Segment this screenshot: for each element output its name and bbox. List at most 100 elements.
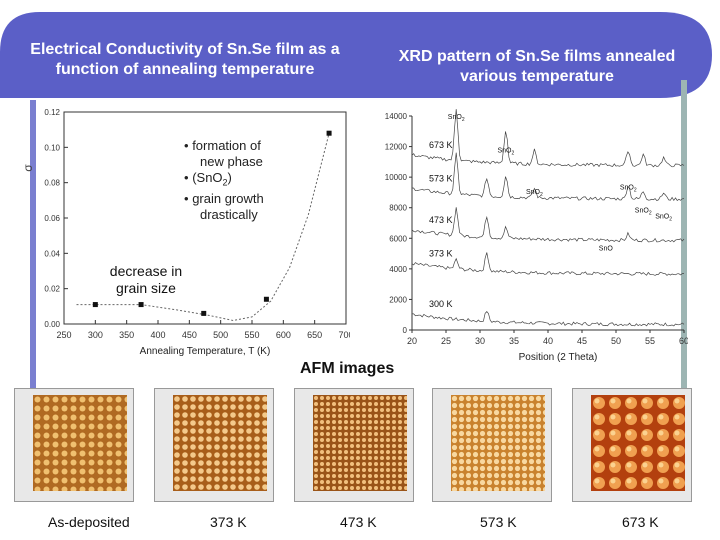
peak-label: SnO2 — [448, 114, 465, 123]
xrd-title-line2: various temperature — [460, 68, 614, 85]
xrd-trace — [411, 109, 685, 168]
y-tick-label: 10000 — [385, 173, 408, 182]
y-tick-label: 2000 — [389, 295, 407, 304]
x-tick-label: 250 — [56, 330, 71, 340]
y-tick-label: 0.08 — [44, 179, 60, 188]
x-axis-label: Position (2 Theta) — [519, 352, 598, 363]
phase-notes: • formation of new phase • (SnO2) • grai… — [184, 138, 264, 223]
grain-note-line2: grain size — [116, 280, 176, 296]
afm-image-373k — [154, 388, 274, 502]
bullet-1: • formation of — [184, 138, 264, 154]
y-tick-label: 0.12 — [44, 108, 60, 117]
peak-label: SnO — [599, 246, 614, 253]
x-tick-label: 600 — [276, 330, 291, 340]
grain-size-note: decrease in grain size — [96, 263, 196, 297]
afm-texture — [591, 395, 685, 491]
x-tick-label: 350 — [119, 330, 134, 340]
x-tick-label: 400 — [150, 330, 165, 340]
y-tick-label: 4000 — [389, 265, 407, 274]
y-tick-label: 8000 — [389, 204, 407, 213]
bullet-1-text: formation of — [192, 138, 261, 153]
bullet-2: • (SnO2) — [184, 170, 264, 191]
x-axis-label: Annealing Temperature, T (K) — [140, 346, 271, 357]
plot-frame — [63, 111, 347, 325]
y-tick-label: 0.00 — [44, 320, 60, 329]
bullet-mark-3: • — [184, 190, 189, 206]
title-banner — [0, 10, 712, 100]
afm-caption-673k: 673 K — [622, 514, 659, 530]
series-label: 300 K — [429, 299, 453, 309]
afm-caption-as-deposited: As-deposited — [48, 514, 130, 530]
y-axis-label: σ — [21, 164, 35, 172]
data-point — [326, 130, 332, 136]
y-tick-label: 0.06 — [44, 214, 60, 223]
bullet-3: • grain growth — [184, 191, 264, 207]
y-tick-label: 12000 — [385, 143, 408, 152]
left-accent-bar — [30, 100, 36, 400]
peak-label: SnO2 — [620, 184, 637, 193]
x-tick-label: 55 — [645, 336, 655, 346]
bullet-2-text: (SnO — [192, 170, 223, 185]
bullet-2-sub: 2 — [222, 177, 228, 188]
grain-note-line1: decrease in — [109, 263, 183, 279]
x-tick-label: 20 — [407, 336, 417, 346]
x-tick-label: 500 — [213, 330, 228, 340]
x-tick-label: 700 — [338, 330, 350, 340]
y-tick-label: 0.04 — [44, 249, 60, 258]
xrd-title: XRD pattern of Sn.Se films annealed vari… — [372, 47, 702, 87]
xrd-trace — [411, 310, 685, 327]
afm-caption-473k: 473 K — [340, 514, 377, 530]
afm-texture — [33, 395, 127, 491]
xrd-trace — [411, 252, 685, 276]
x-tick-label: 25 — [441, 336, 451, 346]
y-tick-label: 14000 — [385, 112, 408, 121]
series-label: 473 K — [429, 215, 453, 225]
right-accent-bar — [681, 80, 687, 390]
peak-label: SnO2 — [635, 207, 652, 216]
peak-label: SnO2 — [497, 148, 514, 157]
bullet-3-text: grain growth — [192, 190, 264, 206]
data-point — [201, 310, 207, 316]
afm-title: AFM images — [300, 360, 395, 377]
afm-caption-373k: 373 K — [210, 514, 247, 530]
x-tick-label: 650 — [307, 330, 322, 340]
y-tick-label: 0 — [403, 326, 408, 335]
afm-texture — [451, 395, 545, 491]
conductivity-curve — [76, 133, 330, 322]
data-point — [263, 296, 269, 302]
x-tick-label: 45 — [577, 336, 587, 346]
x-tick-label: 40 — [543, 336, 553, 346]
afm-image-573k — [432, 388, 552, 502]
afm-caption-573k: 573 K — [480, 514, 517, 530]
data-point — [138, 302, 144, 308]
bullet-2-end: ) — [227, 170, 232, 185]
afm-texture — [313, 395, 407, 491]
afm-image-473k — [294, 388, 414, 502]
conductivity-title: Electrical Conductivity of Sn.Se film as… — [0, 40, 370, 80]
series-label: 673 K — [429, 140, 453, 150]
xrd-title-line1: XRD pattern of Sn.Se films annealed — [398, 48, 676, 65]
series-label: 573 K — [429, 174, 453, 184]
xrd-trace — [411, 207, 685, 243]
peak-label: SnO2 — [655, 213, 672, 222]
data-point — [92, 302, 98, 308]
bullet-mark-1: • — [184, 138, 189, 153]
xrd-chart: 20 25 30 35 40 45 50 55 60 0 2000 4000 6000 8000 10000… — [385, 109, 688, 363]
afm-image-673k — [572, 388, 692, 502]
x-tick-label: 450 — [182, 330, 197, 340]
x-tick-label: 35 — [509, 336, 519, 346]
x-tick-label: 550 — [244, 330, 259, 340]
banner-shape — [0, 12, 712, 98]
bullet-1b: new phase — [200, 154, 263, 169]
conductivity-title-line1: Electrical Conductivity of Sn.Se film as… — [30, 41, 340, 58]
bullet-mark-2: • — [184, 170, 189, 185]
x-tick-label: 60 — [679, 336, 688, 346]
afm-texture — [173, 395, 267, 491]
y-tick-label: 0.10 — [44, 143, 60, 152]
y-tick-label: 6000 — [389, 234, 407, 243]
bullet-3b: drastically — [200, 206, 258, 222]
x-tick-label: 50 — [611, 336, 621, 346]
series-label: 373 K — [429, 249, 453, 259]
conductivity-title-line2: function of annealing temperature — [55, 61, 315, 78]
afm-image-as-deposited — [14, 388, 134, 502]
